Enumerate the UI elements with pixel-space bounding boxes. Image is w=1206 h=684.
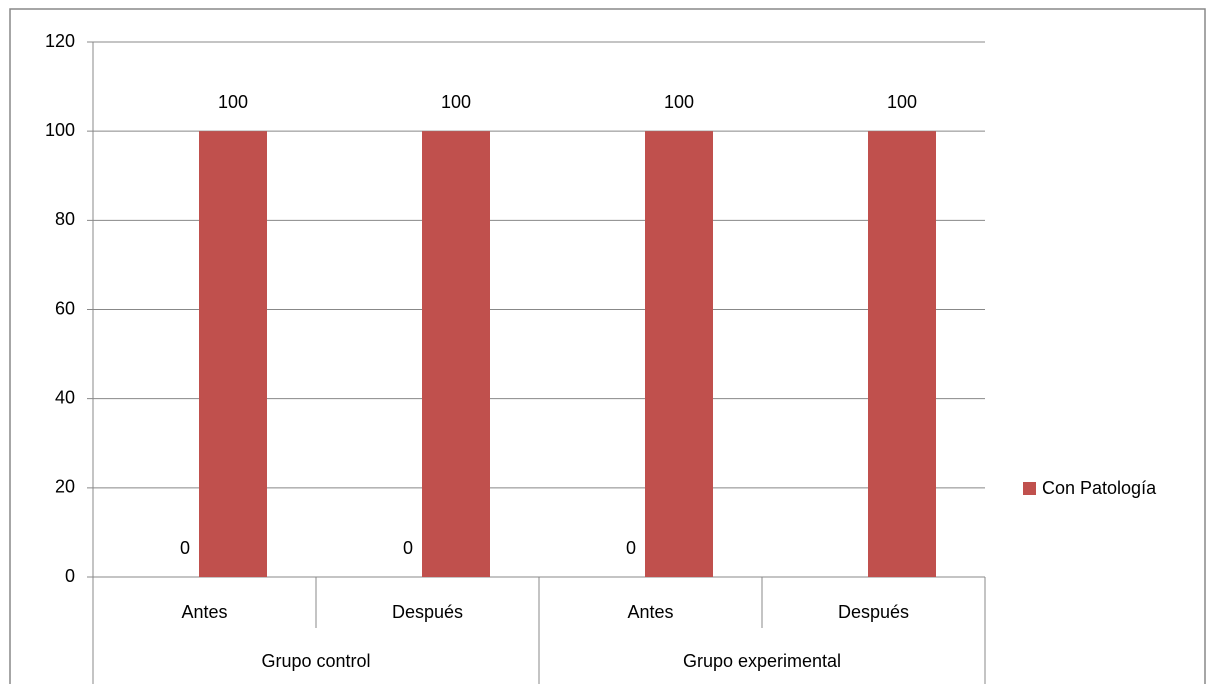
group-label: Grupo experimental (683, 651, 841, 671)
x-tick-label: Antes (181, 602, 227, 622)
value-label: 0 (180, 538, 190, 558)
y-tick-label: 20 (55, 477, 75, 497)
y-tick-label: 80 (55, 209, 75, 229)
x-tick-label: Después (392, 602, 463, 622)
legend-swatch (1023, 482, 1036, 495)
bar (645, 131, 713, 577)
y-tick-label: 120 (45, 31, 75, 51)
y-tick-label: 60 (55, 298, 75, 318)
x-tick-label: Antes (627, 602, 673, 622)
y-tick-label: 0 (65, 566, 75, 586)
chart-border (9, 8, 1206, 684)
value-label: 100 (441, 92, 471, 112)
value-label: 100 (218, 92, 248, 112)
y-tick-label: 100 (45, 120, 75, 140)
group-label: Grupo control (261, 651, 370, 671)
bar (868, 131, 936, 577)
x-tick-label: Después (838, 602, 909, 622)
bar (199, 131, 267, 577)
value-label: 0 (403, 538, 413, 558)
value-label: 0 (626, 538, 636, 558)
bar (422, 131, 490, 577)
y-tick-label: 40 (55, 387, 75, 407)
legend-label: Con Patología (1042, 478, 1157, 498)
value-label: 100 (664, 92, 694, 112)
value-label: 100 (887, 92, 917, 112)
